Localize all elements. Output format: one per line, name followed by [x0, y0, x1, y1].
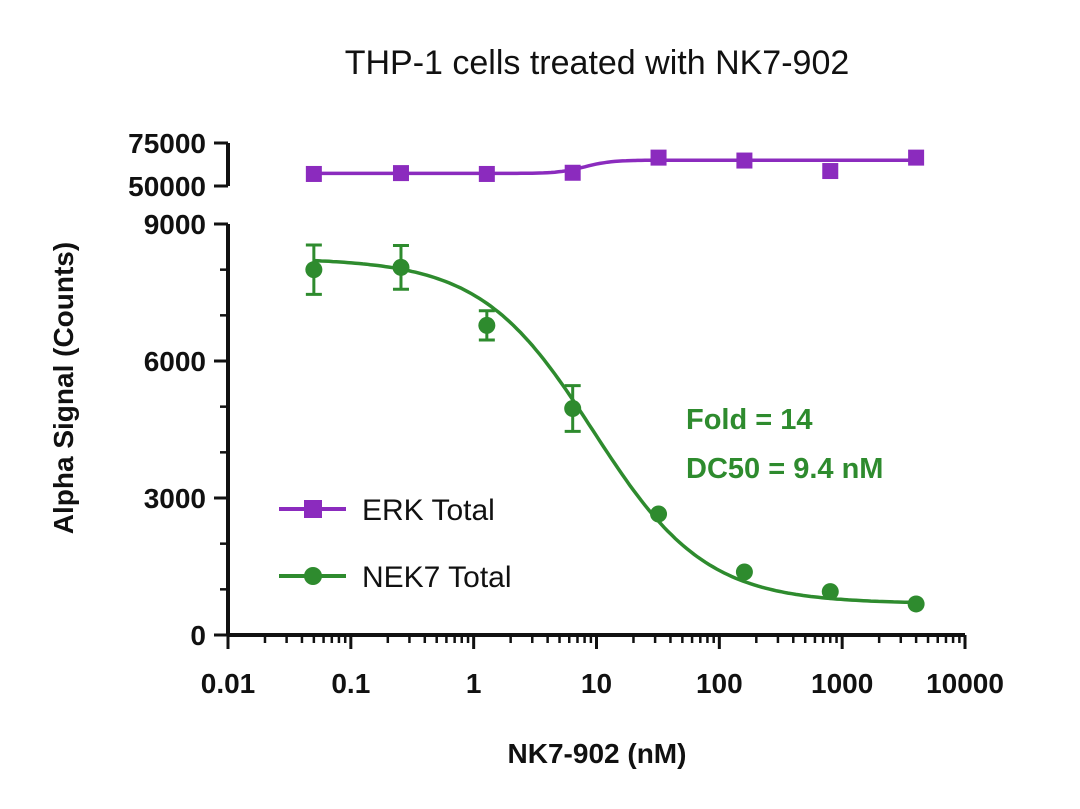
y-tick-label: 75000 — [128, 128, 206, 159]
erk-point — [650, 149, 667, 166]
axes: 0.01 0.1 1 10 100 1000 10000 0 3000 6000 9000 50000… — [128, 128, 1004, 699]
erk-point — [822, 163, 839, 180]
chart-title: THP-1 cells treated with NK7-902 — [345, 44, 850, 82]
x-tick-label: 10000 — [926, 668, 1004, 699]
x-tick-label: 1000 — [811, 668, 873, 699]
x-axis-label: NK7-902 (nM) — [508, 738, 687, 769]
annotation-dc50: DC50 = 9.4 nM — [686, 453, 883, 485]
erk-point — [305, 165, 322, 182]
nek7-point — [907, 595, 925, 613]
x-tick-label: 100 — [696, 668, 743, 699]
x-tick-label: 0.01 — [201, 668, 256, 699]
y-tick-label: 50000 — [128, 171, 206, 202]
legend-item-erk: ERK Total — [279, 494, 495, 527]
fit-curves — [313, 158, 917, 605]
nek7-point — [735, 563, 753, 581]
erk-point — [564, 164, 581, 181]
erk-point — [908, 149, 925, 166]
data-marks — [305, 149, 925, 613]
legend-label-nek7: NEK7 Total — [362, 561, 512, 594]
x-tick-label: 1 — [466, 668, 482, 699]
x-tick-label: 10 — [581, 668, 612, 699]
y-tick-label: 9000 — [144, 209, 206, 240]
legend-marker-nek7 — [304, 567, 322, 585]
annotation-fold: Fold = 14 — [686, 404, 813, 436]
y-tick-label: 3000 — [144, 483, 206, 514]
nek7-point — [392, 258, 410, 276]
y-tick-label: 0 — [190, 620, 206, 651]
erk-point — [478, 165, 495, 182]
erk-point — [392, 165, 409, 182]
x-tick-label: 0.1 — [331, 668, 370, 699]
y-axis-label: Alpha Signal (Counts) — [48, 242, 79, 534]
legend-item-nek7: NEK7 Total — [279, 561, 512, 594]
legend-label-erk: ERK Total — [362, 494, 495, 527]
erk-point — [736, 152, 753, 169]
nek7-point — [478, 316, 496, 334]
y-tick-label: 6000 — [144, 346, 206, 377]
nek7-point — [821, 583, 839, 601]
legend-marker-erk — [304, 500, 322, 518]
nek7-point — [305, 261, 323, 279]
nek7-point — [650, 505, 668, 523]
fit-curve-erk — [313, 158, 917, 176]
fit-curve-nek7 — [313, 258, 917, 605]
nek7-point — [564, 399, 582, 417]
legend: ERK Total NEK7 Total — [279, 494, 512, 594]
